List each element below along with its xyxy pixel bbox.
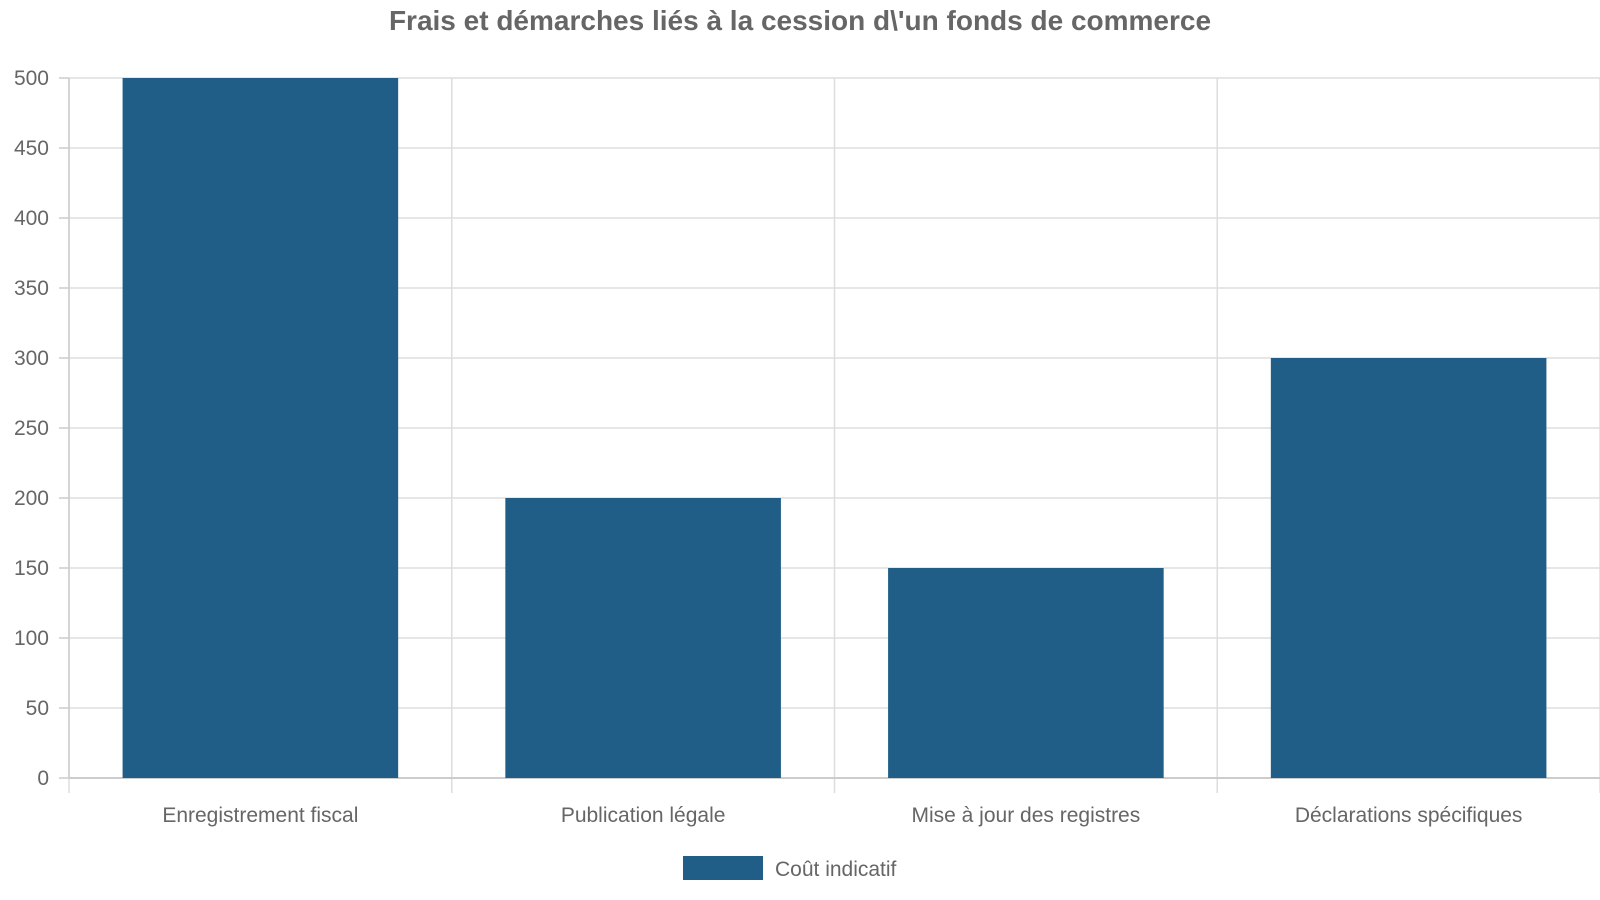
x-axis-ticks: Enregistrement fiscal Publication légale M…: [162, 804, 1522, 827]
x-tick-label: Publication légale: [561, 804, 726, 827]
legend: Coût indicatif: [683, 856, 897, 881]
y-tick-label: 300: [14, 347, 49, 370]
bar: [122, 78, 399, 778]
legend-label: Coût indicatif: [775, 858, 897, 881]
y-tick-label: 350: [14, 277, 49, 300]
y-tick-label: 100: [14, 627, 49, 650]
chart-title: Frais et démarches liés à la cession d\'…: [389, 5, 1211, 36]
y-tick-label: 250: [14, 417, 49, 440]
y-tick-label: 400: [14, 207, 49, 230]
bar: [1270, 358, 1547, 778]
y-tick-label: 200: [14, 487, 49, 510]
x-tick-label: Mise à jour des registres: [911, 804, 1140, 827]
bars: [122, 78, 1547, 778]
bar: [888, 568, 1164, 778]
y-axis-ticks: 0 50 100 150 200 250 300 350 400 450 500: [14, 67, 49, 790]
x-tick-label: Enregistrement fiscal: [162, 804, 358, 827]
y-tick-label: 150: [14, 557, 49, 580]
y-tick-label: 450: [14, 137, 49, 160]
bar: [505, 498, 781, 778]
y-tick-label: 500: [14, 67, 49, 90]
x-tick-label: Déclarations spécifiques: [1295, 804, 1523, 827]
legend-swatch: [683, 856, 763, 880]
y-tick-label: 50: [26, 697, 49, 720]
y-tick-label: 0: [37, 767, 49, 790]
